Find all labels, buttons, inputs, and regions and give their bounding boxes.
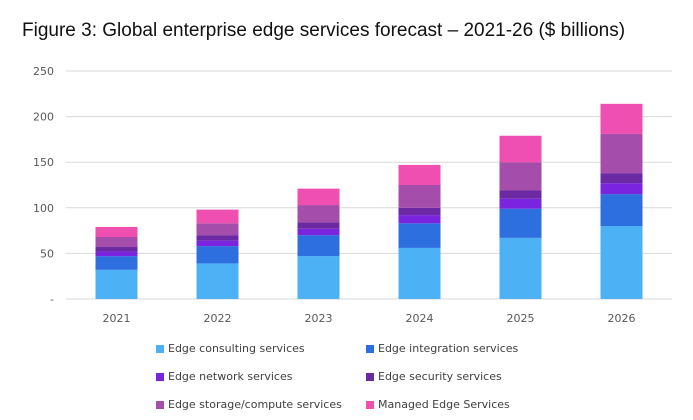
bar-2022-series-6	[196, 209, 239, 224]
axis-labels: - 50 100 150 200 250 2021 2022 2023 2024 2025 2026	[33, 65, 636, 325]
bar-2024-series-3	[398, 215, 441, 224]
bar-2025-series-6	[499, 135, 542, 163]
bar-2022-series-3	[196, 240, 239, 247]
bar-2021-series-2	[95, 256, 138, 270]
bar-2026-series-6	[600, 103, 643, 134]
bar-2025-series-1	[499, 237, 542, 299]
bar-2022-series-1	[196, 263, 239, 299]
gridlines	[66, 70, 672, 300]
bar-2026-series-4	[600, 173, 643, 184]
bar-2023-series-1	[297, 256, 340, 299]
bar-2024-series-1	[398, 247, 441, 299]
bar-2026-series-3	[600, 183, 643, 195]
bar-2022-series-4	[196, 235, 239, 241]
bar-2023-series-2	[297, 235, 340, 257]
bar-2023-series-3	[297, 228, 340, 236]
bar-2024-series-5	[398, 185, 441, 208]
chart-title: Figure 3: Global enterprise edge service…	[22, 20, 626, 41]
bar-2025-series-2	[499, 208, 542, 238]
x-tick-label-2023: 2023	[305, 312, 333, 325]
x-tick-label-2025: 2025	[507, 312, 535, 325]
bar-2025-series-3	[499, 198, 542, 209]
bar-2022-series-2	[196, 246, 239, 264]
bar-2024-series-4	[398, 207, 441, 216]
bar-2025-series-4	[499, 190, 542, 199]
bar-2021-series-3	[95, 251, 138, 257]
bar-2026-series-1	[600, 226, 643, 299]
y-tick-label: 250	[33, 65, 54, 78]
x-tick-label-2026: 2026	[608, 312, 636, 325]
bar-2021-series-5	[95, 236, 138, 248]
bar-2024-series-2	[398, 223, 441, 248]
y-tick-label: 50	[40, 247, 54, 260]
bar-2021-series-6	[95, 226, 138, 237]
bar-2026-series-2	[600, 194, 643, 227]
bar-2025-series-5	[499, 162, 542, 191]
bars	[95, 103, 643, 299]
bar-2022-series-5	[196, 223, 239, 236]
y-tick-label: 150	[33, 156, 54, 169]
x-tick-label-2024: 2024	[406, 312, 434, 325]
x-tick-label-2022: 2022	[204, 312, 232, 325]
bar-2021-series-4	[95, 247, 138, 252]
bar-2026-series-5	[600, 133, 643, 174]
y-tick-label: 200	[33, 111, 54, 124]
bar-2023-series-5	[297, 205, 340, 223]
bar-2024-series-6	[398, 164, 441, 185]
y-tick-label: -	[50, 293, 54, 306]
bar-2021-series-1	[95, 269, 138, 299]
y-tick-label: 100	[33, 202, 54, 215]
x-tick-label-2021: 2021	[103, 312, 131, 325]
bar-2023-series-6	[297, 188, 340, 206]
bar-2023-series-4	[297, 222, 340, 229]
